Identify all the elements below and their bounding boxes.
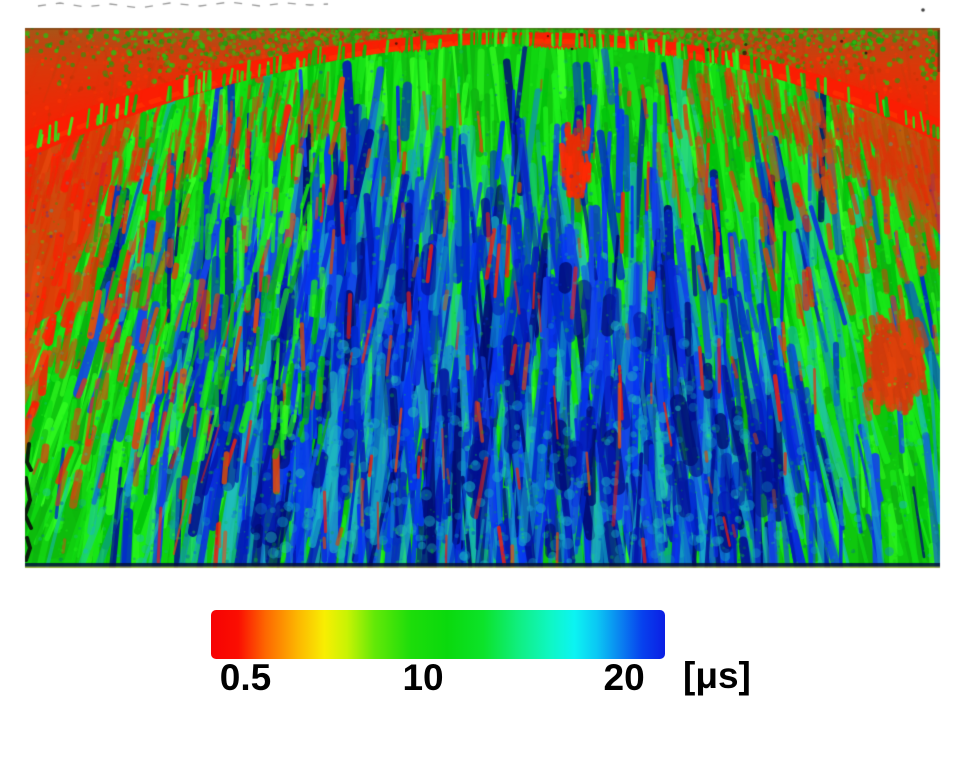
colorbar-ticks: 0.5 10 20: [211, 659, 665, 707]
colorbar: 0.5 10 20 [μs]: [211, 610, 751, 696]
colorbar-gradient: [211, 610, 665, 659]
colorbar-unit-label: [μs]: [683, 655, 751, 696]
colorbar-tick-label: 10: [402, 657, 444, 698]
colorbar-tick-label: 0.5: [219, 657, 272, 698]
colorbar-tick-label: 20: [603, 657, 645, 698]
